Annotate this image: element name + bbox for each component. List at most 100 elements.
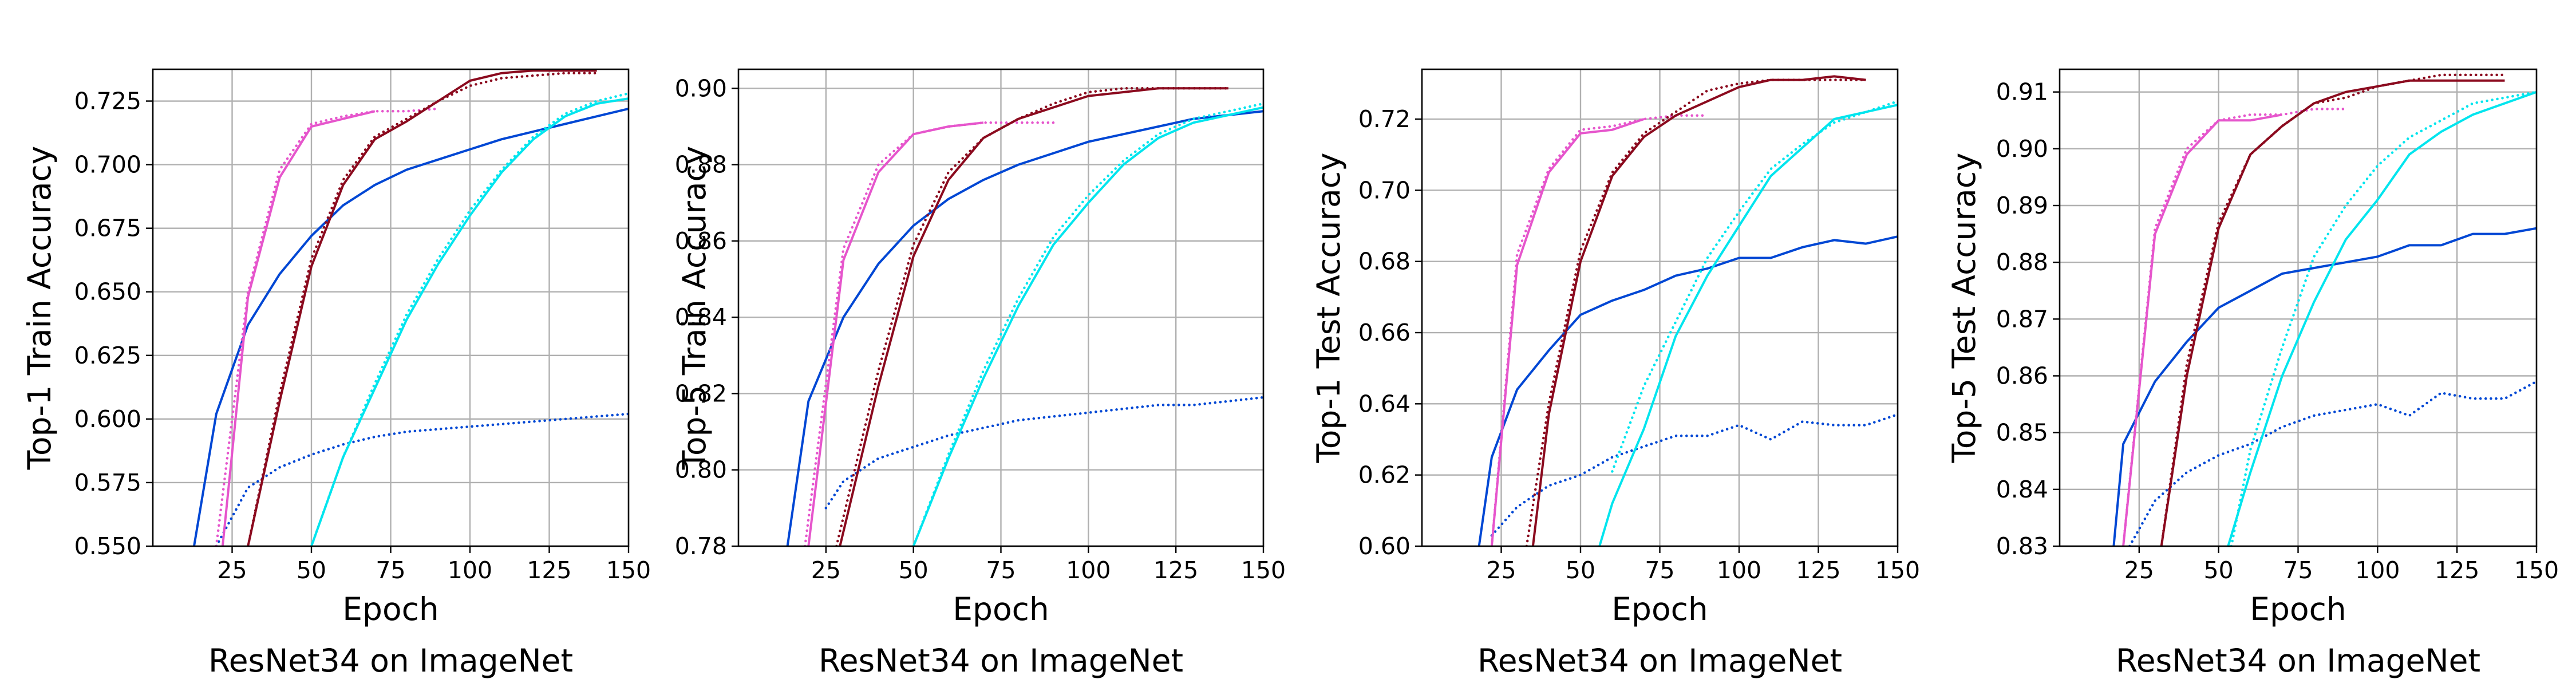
x-tick-label: 25 <box>217 556 247 584</box>
series-line-dotted <box>246 72 598 546</box>
x-tick-label: 125 <box>2435 556 2479 584</box>
series-line-dotted <box>2128 380 2537 546</box>
series-line-solid <box>310 97 629 546</box>
series-line-solid <box>912 106 1263 546</box>
x-tick-label: 25 <box>811 556 841 584</box>
x-tick-label: 125 <box>1153 556 1198 584</box>
x-tick-label: 50 <box>1566 556 1595 584</box>
x-tick-label: 75 <box>1645 556 1674 584</box>
y-tick-label: 0.89 <box>1996 192 2048 219</box>
x-axis-label: Epoch <box>342 591 438 627</box>
series-line-dotted <box>1611 100 1898 473</box>
x-tick-label: 150 <box>606 556 651 584</box>
x-tick-label: 100 <box>2355 556 2400 584</box>
panel-caption: ResNet34 on ImageNet <box>1477 642 1842 679</box>
series-line-solid <box>247 69 597 546</box>
y-axis-label: Top-5 Test Accuracy <box>1946 152 1982 463</box>
y-tick-label: 0.66 <box>1358 319 1411 346</box>
series-line-dotted <box>2121 108 2348 546</box>
y-tick-label: 0.90 <box>675 74 727 102</box>
x-tick-label: 150 <box>1241 556 1286 584</box>
x-tick-label: 125 <box>527 556 571 584</box>
y-tick-label: 0.60 <box>1358 532 1411 560</box>
y-tick-label: 0.78 <box>675 532 727 560</box>
y-tick-label: 0.86 <box>675 227 727 255</box>
y-tick-label: 0.90 <box>1996 135 2048 163</box>
series-line-dotted <box>2160 73 2506 546</box>
series-line-solid <box>786 110 1263 546</box>
y-tick-label: 0.550 <box>74 532 141 560</box>
series-line-dotted <box>824 396 1263 510</box>
series-line-dotted <box>2230 90 2537 546</box>
y-tick-label: 0.84 <box>675 303 727 331</box>
y-tick-label: 0.625 <box>74 342 141 369</box>
y-tick-label: 0.88 <box>1996 248 2048 276</box>
series-group <box>193 69 629 546</box>
y-tick-label: 0.87 <box>1996 305 2048 333</box>
series-line-solid <box>1490 118 1645 546</box>
x-tick-label: 50 <box>297 556 326 584</box>
y-tick-label: 0.64 <box>1358 390 1411 417</box>
series-line-solid <box>2227 90 2537 546</box>
y-tick-label: 0.72 <box>1358 105 1411 133</box>
y-tick-label: 0.68 <box>1358 248 1411 275</box>
x-tick-label: 125 <box>1796 556 1840 584</box>
x-axis-label: Epoch <box>1611 591 1708 627</box>
x-tick-label: 50 <box>2204 556 2234 584</box>
y-tick-label: 0.86 <box>1996 362 2048 390</box>
y-tick-label: 0.82 <box>675 380 727 407</box>
chart-panel-3: 25 50 75 100 125 150 0.60 0.62 0.64 0.66 0.68 0.70 0… <box>1310 68 1920 679</box>
y-tick-label: 0.575 <box>74 469 141 496</box>
y-tick-label: 0.84 <box>1996 476 2048 503</box>
series-line-dotted <box>1490 114 1709 546</box>
chart-panel-4: 25 50 75 100 125 150 0.83 0.84 0.85 0.86 0.87 0.88 0… <box>1946 68 2559 679</box>
y-axis-label: Top-5 Train Accuracy <box>676 146 713 471</box>
panel-caption: ResNet34 on ImageNet <box>819 642 1183 679</box>
series-line-solid <box>1477 235 1898 546</box>
series-line-dotted <box>215 412 629 546</box>
x-axis-label: Epoch <box>2250 591 2346 627</box>
x-tick-label: 75 <box>2283 556 2313 584</box>
series-line-dotted <box>1490 413 1898 537</box>
y-axis-label: Top-1 Test Accuracy <box>1310 152 1347 463</box>
y-tick-label: 0.70 <box>1358 176 1411 204</box>
x-tick-label: 150 <box>1875 556 1920 584</box>
y-tick-label: 0.62 <box>1358 461 1411 489</box>
series-line-solid <box>839 87 1228 546</box>
x-tick-label: 75 <box>986 556 1016 584</box>
x-tick-label: 50 <box>899 556 929 584</box>
y-tick-label: 0.88 <box>675 151 727 179</box>
series-line-solid <box>2122 113 2283 546</box>
x-tick-label: 100 <box>448 556 492 584</box>
y-axis-label: Top-1 Train Accuracy <box>21 146 58 471</box>
y-tick-label: 0.700 <box>74 151 141 179</box>
series-line-solid <box>2112 227 2537 546</box>
series-line-solid <box>807 121 984 546</box>
series-group <box>1477 75 1898 546</box>
chart-panel-2: 25 50 75 100 125 150 0.78 0.80 0.82 0.84 0.86 0.88 0… <box>675 68 1286 679</box>
series-line-solid <box>193 107 629 546</box>
x-tick-label: 25 <box>1486 556 1516 584</box>
series-line-dotted <box>310 92 629 546</box>
series-line-solid <box>2160 79 2505 546</box>
y-tick-label: 0.83 <box>1996 532 2048 560</box>
series-line-solid <box>221 110 376 546</box>
y-tick-label: 0.85 <box>1996 419 2048 447</box>
panel-caption: ResNet34 on ImageNet <box>208 642 573 679</box>
y-tick-label: 0.725 <box>74 88 141 115</box>
series-line-dotted <box>215 107 440 546</box>
series-line-solid <box>1598 104 1898 546</box>
x-tick-label: 100 <box>1717 556 1761 584</box>
x-tick-label: 100 <box>1066 556 1111 584</box>
series-group <box>2112 73 2537 546</box>
x-tick-label: 75 <box>376 556 405 584</box>
chart-panel-1: 25 50 75 100 125 150 0.550 0.575 0.600 0.625 0.650… <box>21 68 651 679</box>
y-tick-label: 0.650 <box>74 278 141 306</box>
x-tick-label: 150 <box>2514 556 2559 584</box>
series-line-dotted <box>912 102 1263 546</box>
series-line-solid <box>1531 75 1866 546</box>
x-tick-label: 25 <box>2124 556 2154 584</box>
x-axis-label: Epoch <box>953 591 1049 627</box>
y-tick-label: 0.675 <box>74 215 141 242</box>
